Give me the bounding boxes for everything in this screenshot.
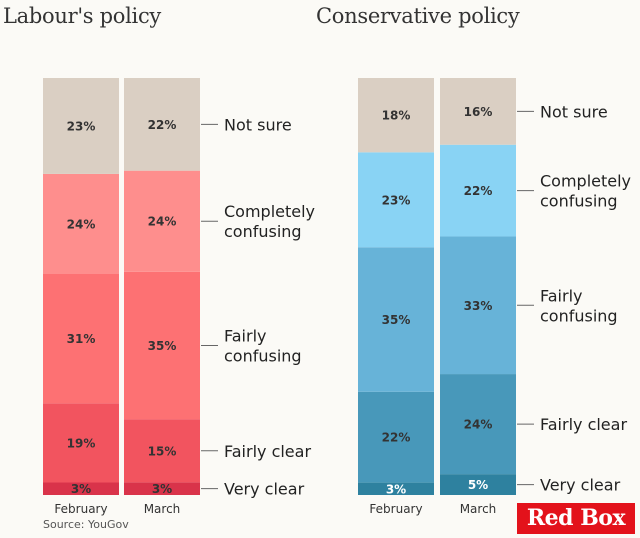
labour-data-label-february-very-clear: 3%: [71, 482, 91, 496]
conservative-bar-march-completely-confusing: [440, 144, 516, 237]
labour-legend-label-fairly-clear: Fairly clear: [224, 442, 311, 461]
conservative-data-label-march-completely-confusing: 22%: [464, 184, 493, 198]
conservative-legend-label-fairly-confusing: confusing: [540, 306, 618, 325]
conservative-legend-label-very-clear: Very clear: [540, 476, 621, 495]
labour-bar-march-fairly-confusing: [124, 271, 200, 420]
labour-legend-label-fairly-confusing: Fairly: [224, 326, 266, 345]
labour-data-label-march-very-clear: 3%: [152, 482, 172, 496]
labour-data-label-march-not-sure: 22%: [148, 118, 177, 132]
conservative-legend-label-completely-confusing: confusing: [540, 192, 618, 211]
conservative-data-label-february-fairly-confusing: 35%: [382, 313, 411, 327]
conservative-legend-label-completely-confusing: Completely: [540, 172, 631, 191]
conservative-data-label-february-fairly-clear: 22%: [382, 431, 411, 445]
labour-bar-february-fairly-confusing: [43, 273, 119, 404]
conservative-bar-march-fairly-confusing: [440, 236, 516, 375]
conservative-bar-february-completely-confusing: [358, 152, 434, 248]
labour-data-label-february-not-sure: 23%: [67, 119, 96, 133]
labour-data-label-february-completely-confusing: 24%: [67, 217, 96, 231]
labour-bar-march-completely-confusing: [124, 170, 200, 272]
conservative-category-label-march: March: [460, 502, 497, 516]
source-note: Source: YouGov: [43, 518, 129, 531]
labour-data-label-march-fairly-clear: 15%: [148, 444, 177, 458]
conservative-data-label-march-very-clear: 5%: [468, 478, 488, 492]
labour-bar-february-not-sure: [43, 78, 119, 174]
conservative-data-label-february-not-sure: 18%: [382, 109, 411, 123]
conservative-bar-march-fairly-clear: [440, 374, 516, 475]
labour-legend-label-not-sure: Not sure: [224, 115, 292, 134]
conservative-bar-march-not-sure: [440, 78, 516, 145]
conservative-data-label-march-not-sure: 16%: [464, 105, 493, 119]
labour-bar-february-fairly-clear: [43, 403, 119, 483]
labour-legend-label-very-clear: Very clear: [224, 480, 305, 499]
red-box-logo: Red Box: [517, 503, 635, 534]
labour-bar-march-not-sure: [124, 78, 200, 171]
labour-chart-title: Labour's policy: [3, 4, 161, 28]
conservative-bar-february-not-sure: [358, 78, 434, 153]
conservative-bar-march-very-clear: [440, 474, 516, 495]
conservative-data-label-february-very-clear: 3%: [386, 482, 406, 496]
labour-legend-label-completely-confusing: Completely: [224, 202, 315, 221]
labour-legend-label-completely-confusing: confusing: [224, 222, 302, 241]
conservative-legend-label-fairly-confusing: Fairly: [540, 286, 582, 305]
conservative-bar-february-fairly-clear: [358, 391, 434, 483]
labour-bar-february-very-clear: [43, 482, 119, 495]
conservative-chart-title: Conservative policy: [316, 4, 520, 28]
labour-data-label-february-fairly-clear: 19%: [67, 436, 96, 450]
conservative-data-label-february-completely-confusing: 23%: [382, 193, 411, 207]
labour-legend-label-fairly-confusing: confusing: [224, 346, 302, 365]
labour-bar-march-fairly-clear: [124, 419, 200, 483]
conservative-data-label-march-fairly-confusing: 33%: [464, 299, 493, 313]
labour-bar-february-completely-confusing: [43, 173, 119, 274]
labour-category-label-february: February: [54, 502, 107, 516]
conservative-data-label-march-fairly-clear: 24%: [464, 418, 493, 432]
labour-data-label-february-fairly-confusing: 31%: [67, 332, 96, 346]
labour-data-label-march-fairly-confusing: 35%: [148, 339, 177, 353]
conservative-legend-label-fairly-clear: Fairly clear: [540, 415, 627, 434]
labour-data-label-march-completely-confusing: 24%: [148, 215, 177, 229]
conservative-legend-label-not-sure: Not sure: [540, 102, 608, 121]
labour-bar-march-very-clear: [124, 482, 200, 495]
conservative-bar-february-fairly-confusing: [358, 247, 434, 392]
conservative-category-label-february: February: [369, 502, 422, 516]
conservative-bar-february-very-clear: [358, 482, 434, 495]
labour-category-label-march: March: [144, 502, 181, 516]
